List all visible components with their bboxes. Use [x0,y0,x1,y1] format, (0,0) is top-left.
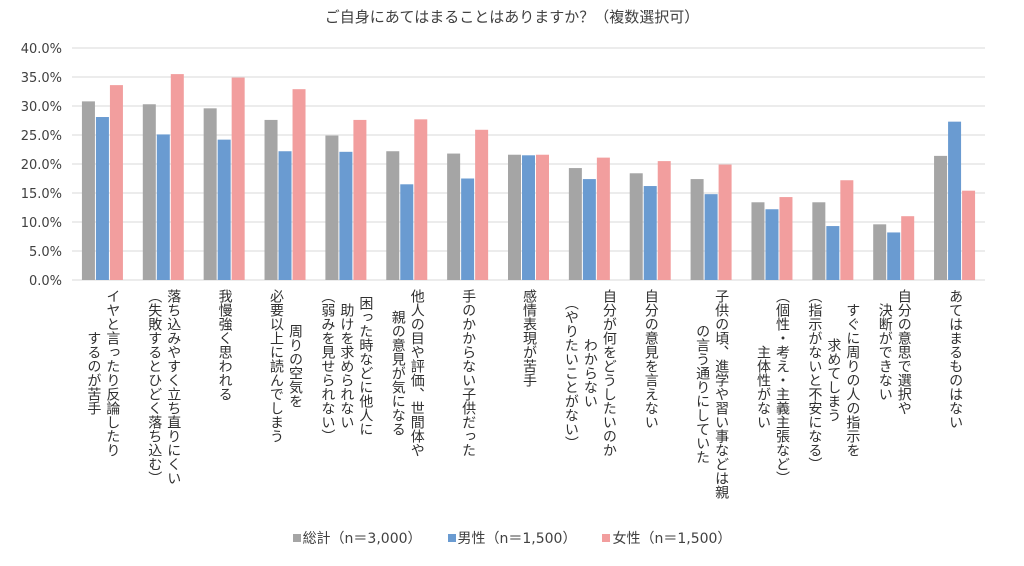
bar-total-11 [751,202,765,280]
bar-total-3 [264,119,278,280]
x-category-label: 手のかからない子供だった [460,289,477,457]
x-category-label: 子供の頃、進学や習い事などは親 の言う通りにしていた [694,289,730,499]
bar-female-10 [718,164,732,280]
bar-total-5 [386,151,400,280]
bar-female-1 [170,74,184,280]
bar-total-7 [508,154,521,280]
bar-total-1 [142,104,156,280]
bar-female-6 [475,129,489,280]
bar-female-5 [414,119,428,280]
bar-total-12 [812,202,826,280]
bar-female-0 [109,85,123,281]
legend-swatch [447,534,456,542]
bar-male-2 [217,139,231,280]
bar-total-6 [447,153,461,280]
legend-label: 男性（n＝1,500） [457,531,577,547]
bar-chart: 0.0% 5.0% 10.0% 15.0% 20.0% 25.0% 30.0% 35.0% 40… [21,42,985,289]
y-tick-label: 25.0% [21,129,62,144]
y-tick-label: 40.0% [21,42,62,57]
x-category-label: 自分が何をどうしたいのか わからない （やりたいことがない） [562,289,617,457]
chart-title: ご自身にあてはまることはありますか？（複数選択可） [324,8,700,26]
bar-female-11 [779,197,793,280]
y-tick-label: 20.0% [21,158,62,173]
x-category-label: 落ち込みやすく立ち直りにくい （失敗するとひどく落ち込む） [146,289,182,485]
bar-male-3 [278,151,292,280]
y-tick-label: 10.0% [21,216,62,231]
bar-female-14 [962,190,976,280]
legend: 総計（n＝3,000） 男性（n＝1,500） 女性（n＝1,500） [0,528,1024,548]
bar-total-9 [629,173,643,280]
x-category-label: 他人の目や評価、世間体や 親の意見が気になる [389,289,425,457]
x-category-label: 自分の意見を言えない [642,289,659,429]
bar-female-7 [536,154,549,280]
bar-male-1 [156,134,170,280]
bar-female-2 [231,77,245,280]
x-category-label: 困った時などに他人に 助けを求められない （弱みを見せられない） [319,289,374,443]
x-category-label: 感情表現が苦手 [521,289,537,387]
bar-male-8 [582,179,596,280]
bar-female-8 [596,157,610,280]
x-category-label: 自分の意思で選択や 決断ができない [876,289,912,415]
x-category-label: イヤと言ったり反論したり するのが苦手 [85,289,121,457]
bar-total-0 [81,101,95,280]
legend-swatch [292,534,301,542]
legend-item: 女性（n＝1,500） [602,528,731,548]
bar-male-9 [643,186,657,280]
bar-male-5 [400,184,414,280]
bar-total-13 [873,224,887,280]
bar-female-4 [353,119,367,280]
bar-male-7 [522,155,535,280]
legend-swatch [602,534,611,542]
bar-male-4 [339,151,353,280]
legend-item: 男性（n＝1,500） [447,528,577,548]
bar-total-8 [568,168,582,280]
x-category-label: あてはまるものはない [947,289,964,429]
bar-male-11 [765,209,779,280]
legend-label: 総計（n＝3,000） [302,531,422,547]
y-tick-label: 15.0% [21,187,62,202]
y-tick-label: 35.0% [21,71,62,86]
bar-female-13 [901,216,915,280]
bar-male-14 [948,121,962,280]
x-category-label: 我慢強く思われる [216,289,233,401]
x-category-label: （個性・考え・主義主張など） 主体性がない [754,289,790,485]
y-tick-label: 5.0% [29,245,62,260]
bar-female-12 [840,180,854,280]
legend-item: 総計（n＝3,000） [292,528,422,548]
bar-total-4 [325,135,339,280]
y-tick-label: 30.0% [21,100,62,115]
bar-total-14 [934,155,948,280]
x-category-label: 周りの空気を 必要以上に読んでしまう [268,289,304,443]
legend-label: 女性（n＝1,500） [612,531,732,547]
bar-male-12 [826,226,840,280]
x-category-label: すぐに周りの人の指示を 求めてしまう （指示がないと不安になる） [806,289,861,471]
bar-total-2 [203,108,217,280]
bar-male-10 [704,194,718,280]
bar-female-3 [292,89,306,281]
bar-female-9 [657,161,671,280]
bar-male-0 [95,117,109,281]
y-tick-label: 0.0% [29,274,62,289]
bar-male-6 [461,178,475,280]
bar-male-13 [887,232,901,280]
bar-total-10 [690,179,704,280]
